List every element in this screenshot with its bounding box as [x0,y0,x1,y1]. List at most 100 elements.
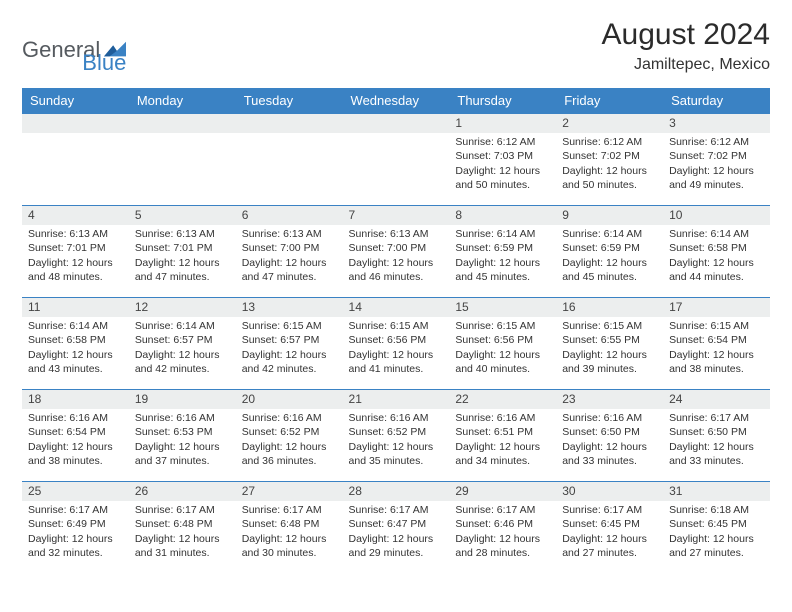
day-number: 1 [449,114,556,133]
day-data [129,133,236,139]
daylight-line: Daylight: 12 hours and 47 minutes. [135,256,230,284]
day-data: Sunrise: 6:14 AMSunset: 6:58 PMDaylight:… [22,317,129,380]
sunset-line: Sunset: 6:45 PM [562,517,657,531]
weekday-header: Friday [556,88,663,114]
sunset-line: Sunset: 6:54 PM [28,425,123,439]
calendar-day-cell: 17Sunrise: 6:15 AMSunset: 6:54 PMDayligh… [663,298,770,390]
day-number: 10 [663,206,770,225]
sunset-line: Sunset: 6:55 PM [562,333,657,347]
sunset-line: Sunset: 6:56 PM [455,333,550,347]
daylight-line: Daylight: 12 hours and 43 minutes. [28,348,123,376]
calendar-day-cell: 23Sunrise: 6:16 AMSunset: 6:50 PMDayligh… [556,390,663,482]
sunset-line: Sunset: 6:57 PM [242,333,337,347]
day-data: Sunrise: 6:12 AMSunset: 7:02 PMDaylight:… [663,133,770,196]
sunrise-line: Sunrise: 6:18 AM [669,503,764,517]
sunrise-line: Sunrise: 6:14 AM [135,319,230,333]
day-number: 29 [449,482,556,501]
day-data: Sunrise: 6:14 AMSunset: 6:59 PMDaylight:… [449,225,556,288]
sunrise-line: Sunrise: 6:14 AM [28,319,123,333]
calendar-day-cell: 14Sunrise: 6:15 AMSunset: 6:56 PMDayligh… [343,298,450,390]
sunrise-line: Sunrise: 6:14 AM [669,227,764,241]
sunset-line: Sunset: 7:02 PM [562,149,657,163]
sunset-line: Sunset: 7:00 PM [349,241,444,255]
sunrise-line: Sunrise: 6:16 AM [562,411,657,425]
sunset-line: Sunset: 6:52 PM [349,425,444,439]
day-number: 13 [236,298,343,317]
calendar-week-row: 11Sunrise: 6:14 AMSunset: 6:58 PMDayligh… [22,298,770,390]
sunrise-line: Sunrise: 6:13 AM [242,227,337,241]
calendar-day-cell [236,114,343,206]
calendar-day-cell: 11Sunrise: 6:14 AMSunset: 6:58 PMDayligh… [22,298,129,390]
day-number: 16 [556,298,663,317]
daylight-line: Daylight: 12 hours and 45 minutes. [562,256,657,284]
daylight-line: Daylight: 12 hours and 27 minutes. [669,532,764,560]
day-number: 31 [663,482,770,501]
sunrise-line: Sunrise: 6:17 AM [562,503,657,517]
day-data: Sunrise: 6:17 AMSunset: 6:50 PMDaylight:… [663,409,770,472]
sunset-line: Sunset: 6:53 PM [135,425,230,439]
day-number: 24 [663,390,770,409]
sunset-line: Sunset: 6:59 PM [455,241,550,255]
calendar-day-cell: 18Sunrise: 6:16 AMSunset: 6:54 PMDayligh… [22,390,129,482]
daylight-line: Daylight: 12 hours and 27 minutes. [562,532,657,560]
daylight-line: Daylight: 12 hours and 50 minutes. [455,164,550,192]
day-number [236,114,343,133]
calendar-day-cell: 31Sunrise: 6:18 AMSunset: 6:45 PMDayligh… [663,482,770,574]
day-number: 25 [22,482,129,501]
daylight-line: Daylight: 12 hours and 33 minutes. [669,440,764,468]
sunset-line: Sunset: 6:46 PM [455,517,550,531]
daylight-line: Daylight: 12 hours and 37 minutes. [135,440,230,468]
day-data: Sunrise: 6:13 AMSunset: 7:00 PMDaylight:… [236,225,343,288]
calendar-table: Sunday Monday Tuesday Wednesday Thursday… [22,88,770,574]
sunset-line: Sunset: 6:48 PM [242,517,337,531]
sunrise-line: Sunrise: 6:17 AM [242,503,337,517]
calendar-day-cell: 8Sunrise: 6:14 AMSunset: 6:59 PMDaylight… [449,206,556,298]
sunrise-line: Sunrise: 6:13 AM [135,227,230,241]
daylight-line: Daylight: 12 hours and 42 minutes. [135,348,230,376]
calendar-day-cell: 15Sunrise: 6:15 AMSunset: 6:56 PMDayligh… [449,298,556,390]
day-data: Sunrise: 6:14 AMSunset: 6:59 PMDaylight:… [556,225,663,288]
day-data: Sunrise: 6:16 AMSunset: 6:50 PMDaylight:… [556,409,663,472]
daylight-line: Daylight: 12 hours and 50 minutes. [562,164,657,192]
daylight-line: Daylight: 12 hours and 44 minutes. [669,256,764,284]
calendar-day-cell: 29Sunrise: 6:17 AMSunset: 6:46 PMDayligh… [449,482,556,574]
calendar-week-row: 25Sunrise: 6:17 AMSunset: 6:49 PMDayligh… [22,482,770,574]
weekday-header-row: Sunday Monday Tuesday Wednesday Thursday… [22,88,770,114]
day-number: 11 [22,298,129,317]
day-data: Sunrise: 6:13 AMSunset: 7:01 PMDaylight:… [22,225,129,288]
weekday-header: Sunday [22,88,129,114]
sunset-line: Sunset: 6:48 PM [135,517,230,531]
day-number: 3 [663,114,770,133]
sunset-line: Sunset: 6:51 PM [455,425,550,439]
day-number: 15 [449,298,556,317]
day-number: 7 [343,206,450,225]
daylight-line: Daylight: 12 hours and 32 minutes. [28,532,123,560]
calendar-day-cell: 25Sunrise: 6:17 AMSunset: 6:49 PMDayligh… [22,482,129,574]
day-data: Sunrise: 6:17 AMSunset: 6:45 PMDaylight:… [556,501,663,564]
sunrise-line: Sunrise: 6:15 AM [562,319,657,333]
day-number: 19 [129,390,236,409]
day-number: 2 [556,114,663,133]
daylight-line: Daylight: 12 hours and 42 minutes. [242,348,337,376]
calendar-day-cell: 9Sunrise: 6:14 AMSunset: 6:59 PMDaylight… [556,206,663,298]
sunset-line: Sunset: 6:59 PM [562,241,657,255]
day-number: 23 [556,390,663,409]
day-data: Sunrise: 6:16 AMSunset: 6:51 PMDaylight:… [449,409,556,472]
day-number: 18 [22,390,129,409]
day-data: Sunrise: 6:12 AMSunset: 7:03 PMDaylight:… [449,133,556,196]
day-number [129,114,236,133]
calendar-day-cell: 22Sunrise: 6:16 AMSunset: 6:51 PMDayligh… [449,390,556,482]
sunrise-line: Sunrise: 6:13 AM [349,227,444,241]
day-number: 20 [236,390,343,409]
daylight-line: Daylight: 12 hours and 38 minutes. [28,440,123,468]
sunset-line: Sunset: 6:50 PM [669,425,764,439]
daylight-line: Daylight: 12 hours and 46 minutes. [349,256,444,284]
daylight-line: Daylight: 12 hours and 48 minutes. [28,256,123,284]
sunset-line: Sunset: 6:49 PM [28,517,123,531]
sunrise-line: Sunrise: 6:17 AM [669,411,764,425]
sunrise-line: Sunrise: 6:17 AM [349,503,444,517]
sunset-line: Sunset: 6:57 PM [135,333,230,347]
daylight-line: Daylight: 12 hours and 28 minutes. [455,532,550,560]
location-label: Jamiltepec, Mexico [602,56,770,74]
sunset-line: Sunset: 6:50 PM [562,425,657,439]
